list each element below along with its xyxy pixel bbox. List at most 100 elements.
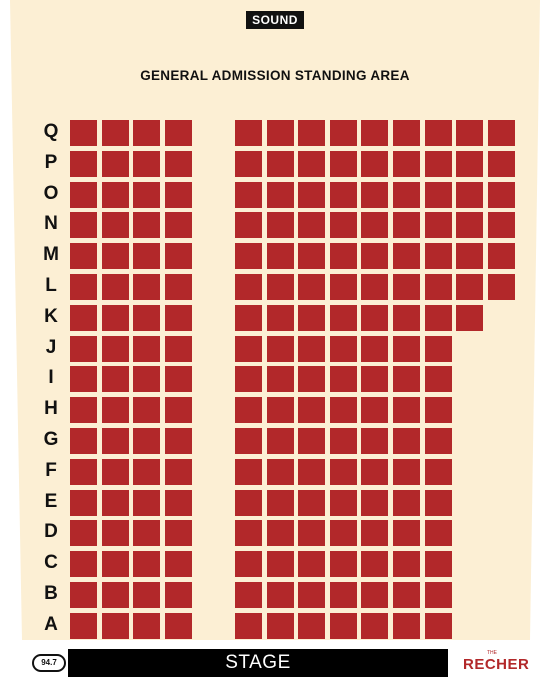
seat-o-right-1[interactable] xyxy=(235,182,262,208)
seat-o-right-8[interactable] xyxy=(456,182,483,208)
seat-d-right-1[interactable] xyxy=(235,520,262,546)
seat-f-left-4[interactable] xyxy=(165,459,192,485)
seat-p-right-6[interactable] xyxy=(393,151,420,177)
seat-q-right-1[interactable] xyxy=(235,120,262,146)
seat-j-left-1[interactable] xyxy=(70,336,97,362)
seat-j-right-3[interactable] xyxy=(298,336,325,362)
seat-n-right-2[interactable] xyxy=(267,212,294,238)
seat-f-right-1[interactable] xyxy=(235,459,262,485)
seat-j-right-6[interactable] xyxy=(393,336,420,362)
seat-l-right-9[interactable] xyxy=(488,274,515,300)
seat-m-right-8[interactable] xyxy=(456,243,483,269)
seat-e-left-3[interactable] xyxy=(133,490,160,516)
seat-f-right-7[interactable] xyxy=(425,459,452,485)
seat-o-right-4[interactable] xyxy=(330,182,357,208)
seat-c-left-2[interactable] xyxy=(102,551,129,577)
seat-n-left-2[interactable] xyxy=(102,212,129,238)
seat-i-right-6[interactable] xyxy=(393,366,420,392)
seat-c-right-1[interactable] xyxy=(235,551,262,577)
seat-a-right-6[interactable] xyxy=(393,613,420,639)
seat-j-left-4[interactable] xyxy=(165,336,192,362)
seat-k-right-4[interactable] xyxy=(330,305,357,331)
seat-q-right-7[interactable] xyxy=(425,120,452,146)
seat-i-right-4[interactable] xyxy=(330,366,357,392)
seat-n-right-1[interactable] xyxy=(235,212,262,238)
seat-d-right-5[interactable] xyxy=(361,520,388,546)
seat-h-left-4[interactable] xyxy=(165,397,192,423)
seat-e-right-7[interactable] xyxy=(425,490,452,516)
seat-b-left-3[interactable] xyxy=(133,582,160,608)
seat-q-left-1[interactable] xyxy=(70,120,97,146)
seat-h-right-2[interactable] xyxy=(267,397,294,423)
seat-q-right-3[interactable] xyxy=(298,120,325,146)
seat-g-right-1[interactable] xyxy=(235,428,262,454)
seat-n-left-1[interactable] xyxy=(70,212,97,238)
seat-k-left-2[interactable] xyxy=(102,305,129,331)
seat-e-left-1[interactable] xyxy=(70,490,97,516)
seat-m-left-4[interactable] xyxy=(165,243,192,269)
seat-b-left-1[interactable] xyxy=(70,582,97,608)
seat-b-left-4[interactable] xyxy=(165,582,192,608)
seat-p-left-1[interactable] xyxy=(70,151,97,177)
seat-g-right-5[interactable] xyxy=(361,428,388,454)
seat-g-right-2[interactable] xyxy=(267,428,294,454)
seat-l-right-5[interactable] xyxy=(361,274,388,300)
seat-n-right-5[interactable] xyxy=(361,212,388,238)
seat-m-right-5[interactable] xyxy=(361,243,388,269)
seat-d-left-3[interactable] xyxy=(133,520,160,546)
seat-c-right-2[interactable] xyxy=(267,551,294,577)
seat-h-left-2[interactable] xyxy=(102,397,129,423)
seat-p-right-9[interactable] xyxy=(488,151,515,177)
seat-d-right-3[interactable] xyxy=(298,520,325,546)
seat-g-left-2[interactable] xyxy=(102,428,129,454)
seat-l-left-2[interactable] xyxy=(102,274,129,300)
seat-h-right-7[interactable] xyxy=(425,397,452,423)
seat-q-right-5[interactable] xyxy=(361,120,388,146)
seat-l-right-1[interactable] xyxy=(235,274,262,300)
seat-h-right-6[interactable] xyxy=(393,397,420,423)
seat-b-right-5[interactable] xyxy=(361,582,388,608)
seat-a-left-2[interactable] xyxy=(102,613,129,639)
seat-m-left-2[interactable] xyxy=(102,243,129,269)
seat-m-left-1[interactable] xyxy=(70,243,97,269)
seat-m-right-4[interactable] xyxy=(330,243,357,269)
seat-l-right-4[interactable] xyxy=(330,274,357,300)
seat-b-right-1[interactable] xyxy=(235,582,262,608)
seat-i-left-1[interactable] xyxy=(70,366,97,392)
seat-p-left-2[interactable] xyxy=(102,151,129,177)
seat-p-right-5[interactable] xyxy=(361,151,388,177)
seat-p-right-1[interactable] xyxy=(235,151,262,177)
seat-g-right-7[interactable] xyxy=(425,428,452,454)
seat-l-left-1[interactable] xyxy=(70,274,97,300)
seat-o-right-6[interactable] xyxy=(393,182,420,208)
seat-e-left-4[interactable] xyxy=(165,490,192,516)
seat-b-right-6[interactable] xyxy=(393,582,420,608)
seat-k-right-8[interactable] xyxy=(456,305,483,331)
seat-d-right-6[interactable] xyxy=(393,520,420,546)
seat-j-left-2[interactable] xyxy=(102,336,129,362)
seat-j-left-3[interactable] xyxy=(133,336,160,362)
seat-i-right-7[interactable] xyxy=(425,366,452,392)
seat-p-right-3[interactable] xyxy=(298,151,325,177)
seat-d-left-2[interactable] xyxy=(102,520,129,546)
seat-e-left-2[interactable] xyxy=(102,490,129,516)
seat-a-left-3[interactable] xyxy=(133,613,160,639)
seat-f-right-5[interactable] xyxy=(361,459,388,485)
seat-k-right-5[interactable] xyxy=(361,305,388,331)
seat-o-right-9[interactable] xyxy=(488,182,515,208)
seat-q-right-4[interactable] xyxy=(330,120,357,146)
seat-o-left-4[interactable] xyxy=(165,182,192,208)
seat-q-left-4[interactable] xyxy=(165,120,192,146)
seat-l-right-2[interactable] xyxy=(267,274,294,300)
seat-j-right-2[interactable] xyxy=(267,336,294,362)
seat-h-left-3[interactable] xyxy=(133,397,160,423)
seat-f-right-4[interactable] xyxy=(330,459,357,485)
seat-f-right-2[interactable] xyxy=(267,459,294,485)
seat-n-right-6[interactable] xyxy=(393,212,420,238)
seat-i-right-2[interactable] xyxy=(267,366,294,392)
seat-k-left-1[interactable] xyxy=(70,305,97,331)
seat-p-right-4[interactable] xyxy=(330,151,357,177)
seat-q-right-8[interactable] xyxy=(456,120,483,146)
seat-i-right-3[interactable] xyxy=(298,366,325,392)
seat-q-left-2[interactable] xyxy=(102,120,129,146)
